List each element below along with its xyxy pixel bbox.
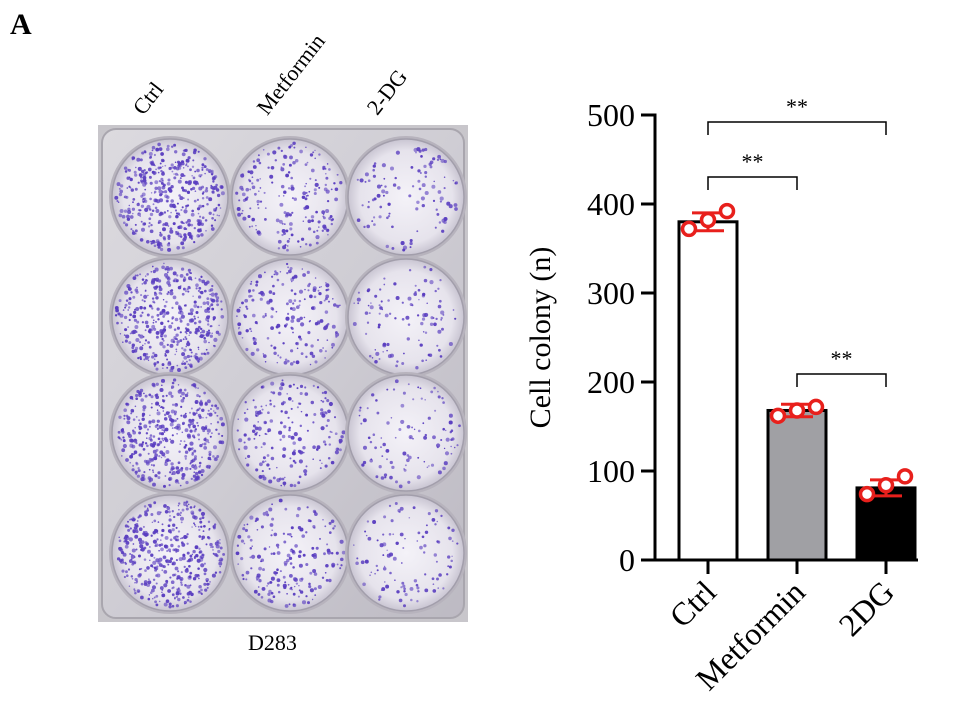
x-tick-label: Ctrl: [662, 573, 723, 634]
data-point: [718, 202, 736, 220]
plate-well: [109, 372, 231, 494]
plate-well: [229, 256, 351, 378]
plate-well: [345, 256, 467, 378]
y-tick-label: 300: [587, 275, 635, 311]
plate-well: [109, 492, 231, 614]
plate-well: [345, 136, 467, 258]
data-point: [699, 211, 717, 229]
plate-column-label: Metformin: [251, 28, 330, 120]
significance-bracket: **: [796, 346, 887, 387]
plate-column-label: 2-DG: [361, 64, 413, 120]
significance-label: **: [831, 346, 853, 371]
data-point: [896, 468, 914, 485]
data-point: [858, 485, 876, 503]
bar-metformin: [766, 408, 828, 562]
bar-ctrl: [677, 220, 739, 562]
data-point: [877, 476, 895, 494]
significance-label: **: [786, 94, 808, 119]
plate-column-label: Ctrl: [127, 77, 169, 120]
significance-label: **: [742, 149, 764, 174]
colony-bar-chart: Cell colony (n)0100200300400500CtrlMetfo…: [524, 94, 918, 697]
plate-well: [109, 256, 231, 378]
y-axis-label: Cell colony (n): [524, 247, 557, 429]
plate-well: [229, 492, 351, 614]
plate-well: [109, 136, 231, 258]
panel-label: A: [10, 8, 32, 41]
plate-well: [229, 372, 351, 494]
x-tick-label: 2DG: [831, 573, 900, 642]
plate-well: [229, 136, 351, 258]
data-point: [680, 220, 698, 238]
y-tick-label: 200: [587, 364, 635, 400]
data-point: [769, 407, 787, 425]
significance-bracket: **: [707, 94, 887, 135]
data-point: [788, 402, 806, 419]
y-tick-label: 400: [587, 186, 635, 222]
plate-caption: D283: [248, 630, 297, 655]
plate-well: [345, 372, 467, 494]
y-tick-label: 0: [619, 542, 635, 578]
significance-bracket: **: [707, 149, 798, 190]
y-tick-label: 100: [587, 453, 635, 489]
colony-plate-photo: [98, 125, 468, 622]
y-tick-label: 500: [587, 97, 635, 133]
data-point: [807, 398, 825, 416]
plate-well: [345, 492, 467, 614]
